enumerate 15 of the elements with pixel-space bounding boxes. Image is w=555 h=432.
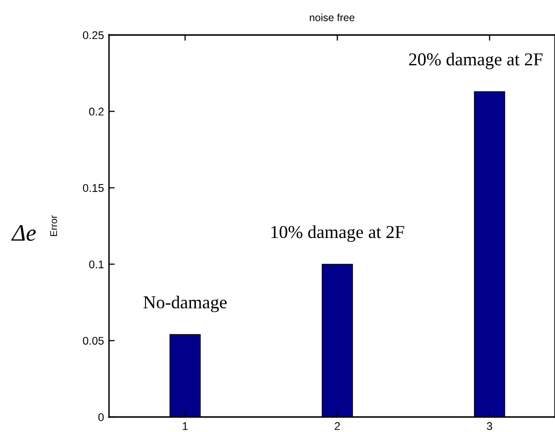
annotation: No-damage <box>144 296 227 312</box>
x-tick-label: 3 <box>486 422 492 430</box>
annotation: 20% damage at 2F <box>409 52 543 70</box>
x-tick-label: 1 <box>182 422 188 430</box>
y-tick-label: 0.05 <box>82 336 104 345</box>
x-tick-label: 2 <box>334 422 340 430</box>
text: Δe <box>11 225 36 241</box>
y-tick-label: 0.2 <box>89 108 104 116</box>
chart-title: noise free <box>310 14 354 22</box>
y-tick-label: 0.15 <box>82 184 104 192</box>
y-tick-label: 0 <box>98 413 104 422</box>
annotation: 10% damage at 2F <box>271 225 404 242</box>
y-axis-title: Error <box>50 215 58 236</box>
y-tick-label: 0.1 <box>89 260 104 268</box>
y-tick-label: 0.25 <box>82 31 104 40</box>
